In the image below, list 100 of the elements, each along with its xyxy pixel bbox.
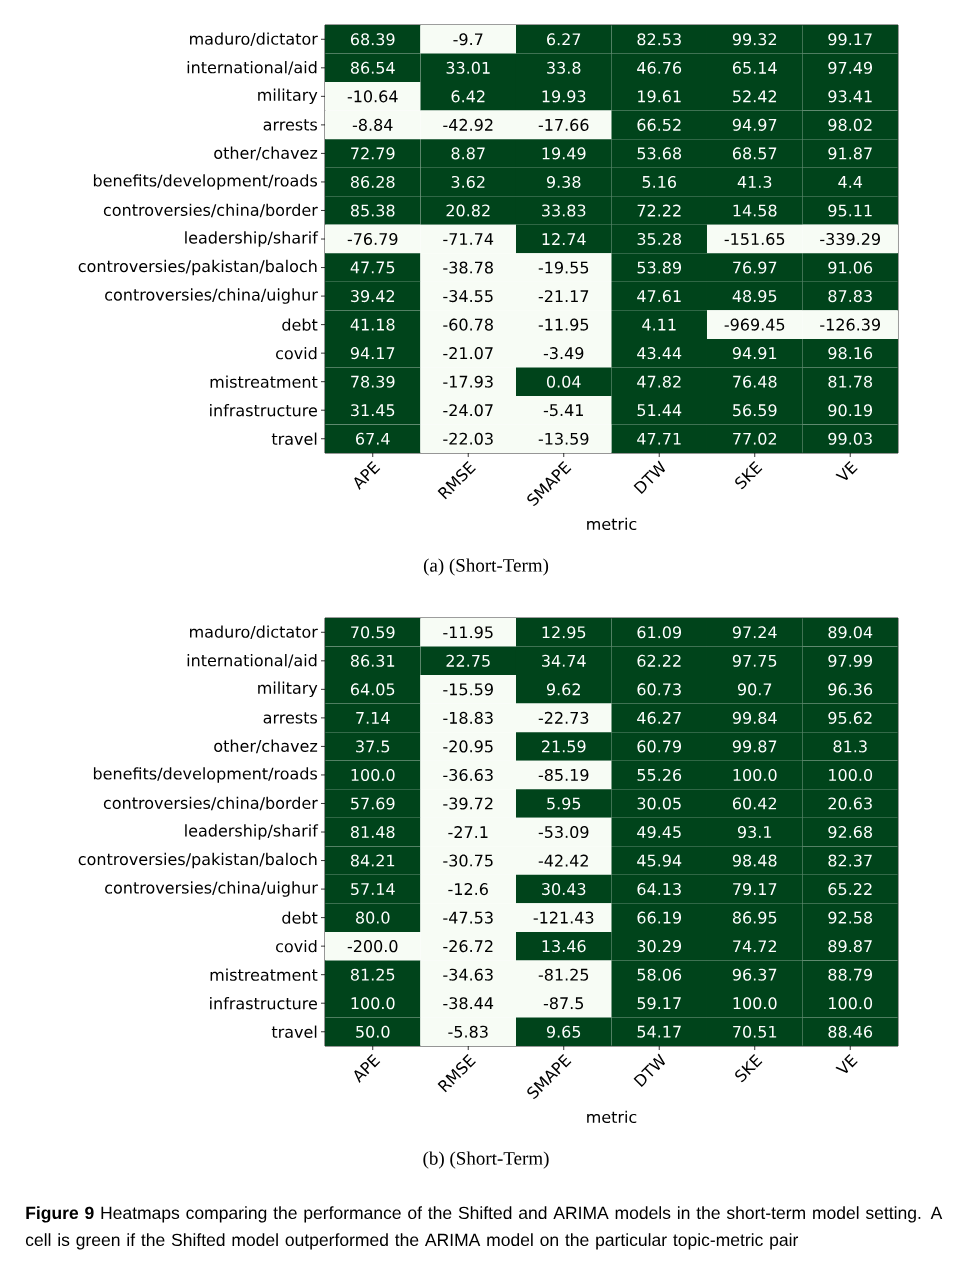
data-label: 99.03 [828, 432, 872, 445]
data-label: 19.61 [638, 90, 681, 103]
data-label: -3.49 [543, 347, 584, 360]
data-label: -5.41 [543, 404, 583, 417]
data-label: 53.68 [637, 147, 682, 160]
data-label: -36.63 [443, 768, 493, 781]
data-label: 47.61 [637, 290, 681, 303]
y-tick-label: military [258, 88, 318, 105]
data-label: 76.48 [733, 375, 777, 388]
data-label: 92.58 [828, 911, 873, 924]
y-tick-label: international/aid [187, 654, 317, 668]
data-label: -151.65 [724, 232, 785, 246]
data-label: 86.95 [732, 911, 777, 924]
data-label: 99.17 [828, 33, 872, 46]
y-tick-label: controversies/china/uighur [105, 881, 318, 897]
y-tick-label: controversies/china/uighur [105, 288, 318, 304]
data-label: -20.95 [443, 740, 493, 753]
y-tick-label: mistreatment [210, 968, 318, 981]
data-label: 99.32 [732, 33, 777, 46]
data-label: 95.11 [828, 204, 872, 217]
data-label: 93.41 [828, 90, 872, 103]
data-label: 35.28 [637, 232, 682, 246]
data-label: 100.0 [351, 768, 395, 781]
y-tick-label: military [258, 681, 318, 698]
data-label: 39.42 [351, 290, 395, 303]
data-label: 8.87 [451, 147, 485, 160]
data-label: 48.95 [732, 290, 777, 303]
text: (a) (Short-Term) [423, 558, 549, 576]
data-label: 89.87 [828, 940, 872, 953]
data-label: 50.0 [356, 1025, 390, 1038]
data-label: 68.39 [350, 33, 395, 46]
data-label: 60.79 [637, 740, 682, 753]
data-label: 95.62 [828, 711, 872, 724]
data-label: 61.09 [637, 626, 682, 639]
data-label: 81.25 [350, 968, 395, 981]
data-label: -19.55 [538, 261, 589, 274]
data-label: 82.37 [828, 854, 872, 867]
data-label: 74.72 [733, 940, 777, 953]
data-label: 19.93 [542, 90, 586, 103]
data-label: 97.99 [828, 654, 872, 667]
data-label: -969.45 [724, 318, 785, 331]
data-label: -21.07 [443, 347, 493, 360]
data-label: -15.59 [443, 683, 493, 696]
y-tick-label: debt [282, 318, 318, 331]
data-label: 88.46 [828, 1025, 873, 1038]
data-label: -53.09 [538, 825, 589, 839]
data-label: 96.36 [828, 683, 873, 696]
data-label: 47.75 [350, 261, 395, 274]
data-label: 98.16 [828, 347, 873, 360]
data-label: 88.79 [828, 968, 872, 981]
data-label: 91.06 [828, 261, 873, 274]
data-label: 92.68 [828, 825, 873, 839]
data-label: 70.59 [351, 626, 395, 639]
data-label: 100.0 [733, 768, 777, 781]
data-label: 57.14 [351, 883, 395, 896]
data-label: -8.84 [352, 118, 393, 131]
data-label: 85.38 [350, 204, 395, 217]
y-tick-label: other/chavez [214, 146, 318, 161]
data-label: 60.73 [637, 683, 681, 696]
x-tick-label: VE [835, 460, 858, 481]
data-label: -22.03 [443, 432, 493, 445]
data-label: -30.75 [443, 854, 493, 867]
data-label: 94.91 [732, 347, 777, 360]
data-label: 65.14 [732, 61, 777, 74]
data-label: -71.74 [443, 233, 494, 245]
data-label: 64.13 [637, 883, 681, 896]
data-label: -81.25 [538, 968, 589, 981]
data-label: 13.46 [542, 940, 586, 953]
data-label: -38.44 [443, 997, 494, 1010]
data-label: 86.54 [350, 61, 395, 74]
data-label: 96.37 [732, 968, 777, 981]
data-label: 37.5 [356, 740, 390, 753]
y-tick-label: arrests [263, 119, 318, 131]
data-label: 70.51 [733, 1025, 777, 1038]
y-tick-label: covid [276, 939, 317, 953]
x-axis-title: metric [587, 517, 637, 531]
data-label: 30.43 [542, 883, 586, 896]
data-label: 20.63 [828, 797, 872, 810]
data-label: -11.95 [538, 318, 589, 331]
data-label: -17.93 [443, 375, 493, 388]
data-label: 64.05 [350, 683, 395, 696]
data-label: 9.65 [546, 1025, 581, 1038]
data-label: -339.29 [820, 232, 880, 246]
data-label: 9.38 [546, 175, 581, 188]
data-label: -42.42 [538, 854, 588, 867]
data-label: 7.14 [356, 712, 390, 724]
text: Figure 9 Heatmaps comparing the performance of the Shifted and ARIMA models in the short-term model setting. A cell is green if the Shifted model outperformed the ARIMA model on the particular topic-metric pair [25, 1206, 943, 1250]
data-label: 4.11 [642, 318, 676, 331]
data-label: 34.74 [542, 654, 586, 667]
data-label: 90.19 [828, 404, 872, 417]
data-label: 81.48 [350, 825, 395, 839]
data-label: 99.84 [732, 711, 777, 724]
data-label: 94.97 [732, 118, 777, 131]
data-label: -85.19 [538, 768, 589, 781]
data-label: 97.24 [732, 626, 777, 639]
data-label: 52.42 [733, 90, 777, 103]
data-label: 100.0 [351, 997, 395, 1010]
data-label: 80.0 [356, 911, 390, 924]
data-label: -22.73 [538, 711, 589, 724]
data-label: 87.83 [828, 290, 872, 303]
